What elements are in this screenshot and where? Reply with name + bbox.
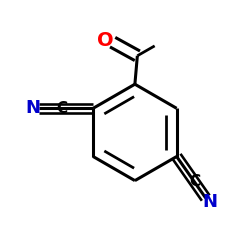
- Text: N: N: [26, 99, 41, 117]
- Text: C: C: [189, 174, 200, 189]
- Text: N: N: [203, 194, 218, 212]
- Text: C: C: [57, 101, 68, 116]
- Text: O: O: [98, 31, 114, 50]
